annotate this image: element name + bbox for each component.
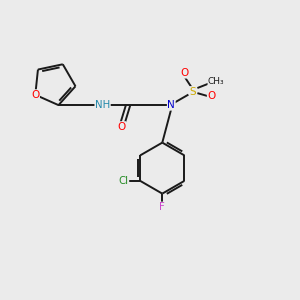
Text: NH: NH <box>95 100 110 110</box>
Text: F: F <box>159 202 165 212</box>
Text: S: S <box>190 87 196 97</box>
Text: CH₃: CH₃ <box>208 76 225 85</box>
Text: O: O <box>31 90 39 100</box>
Text: O: O <box>180 68 189 78</box>
Text: Cl: Cl <box>119 176 129 186</box>
Text: N: N <box>167 100 175 110</box>
Text: O: O <box>207 91 216 101</box>
Text: O: O <box>117 122 126 132</box>
